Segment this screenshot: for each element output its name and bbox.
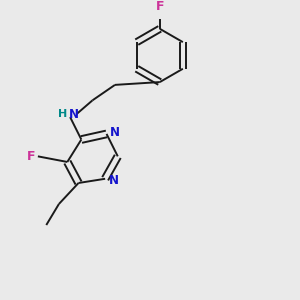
Text: F: F: [156, 0, 164, 13]
Text: N: N: [109, 174, 118, 187]
Text: N: N: [68, 108, 79, 121]
Text: F: F: [27, 150, 36, 163]
Text: N: N: [110, 126, 120, 139]
Text: H: H: [58, 109, 68, 119]
